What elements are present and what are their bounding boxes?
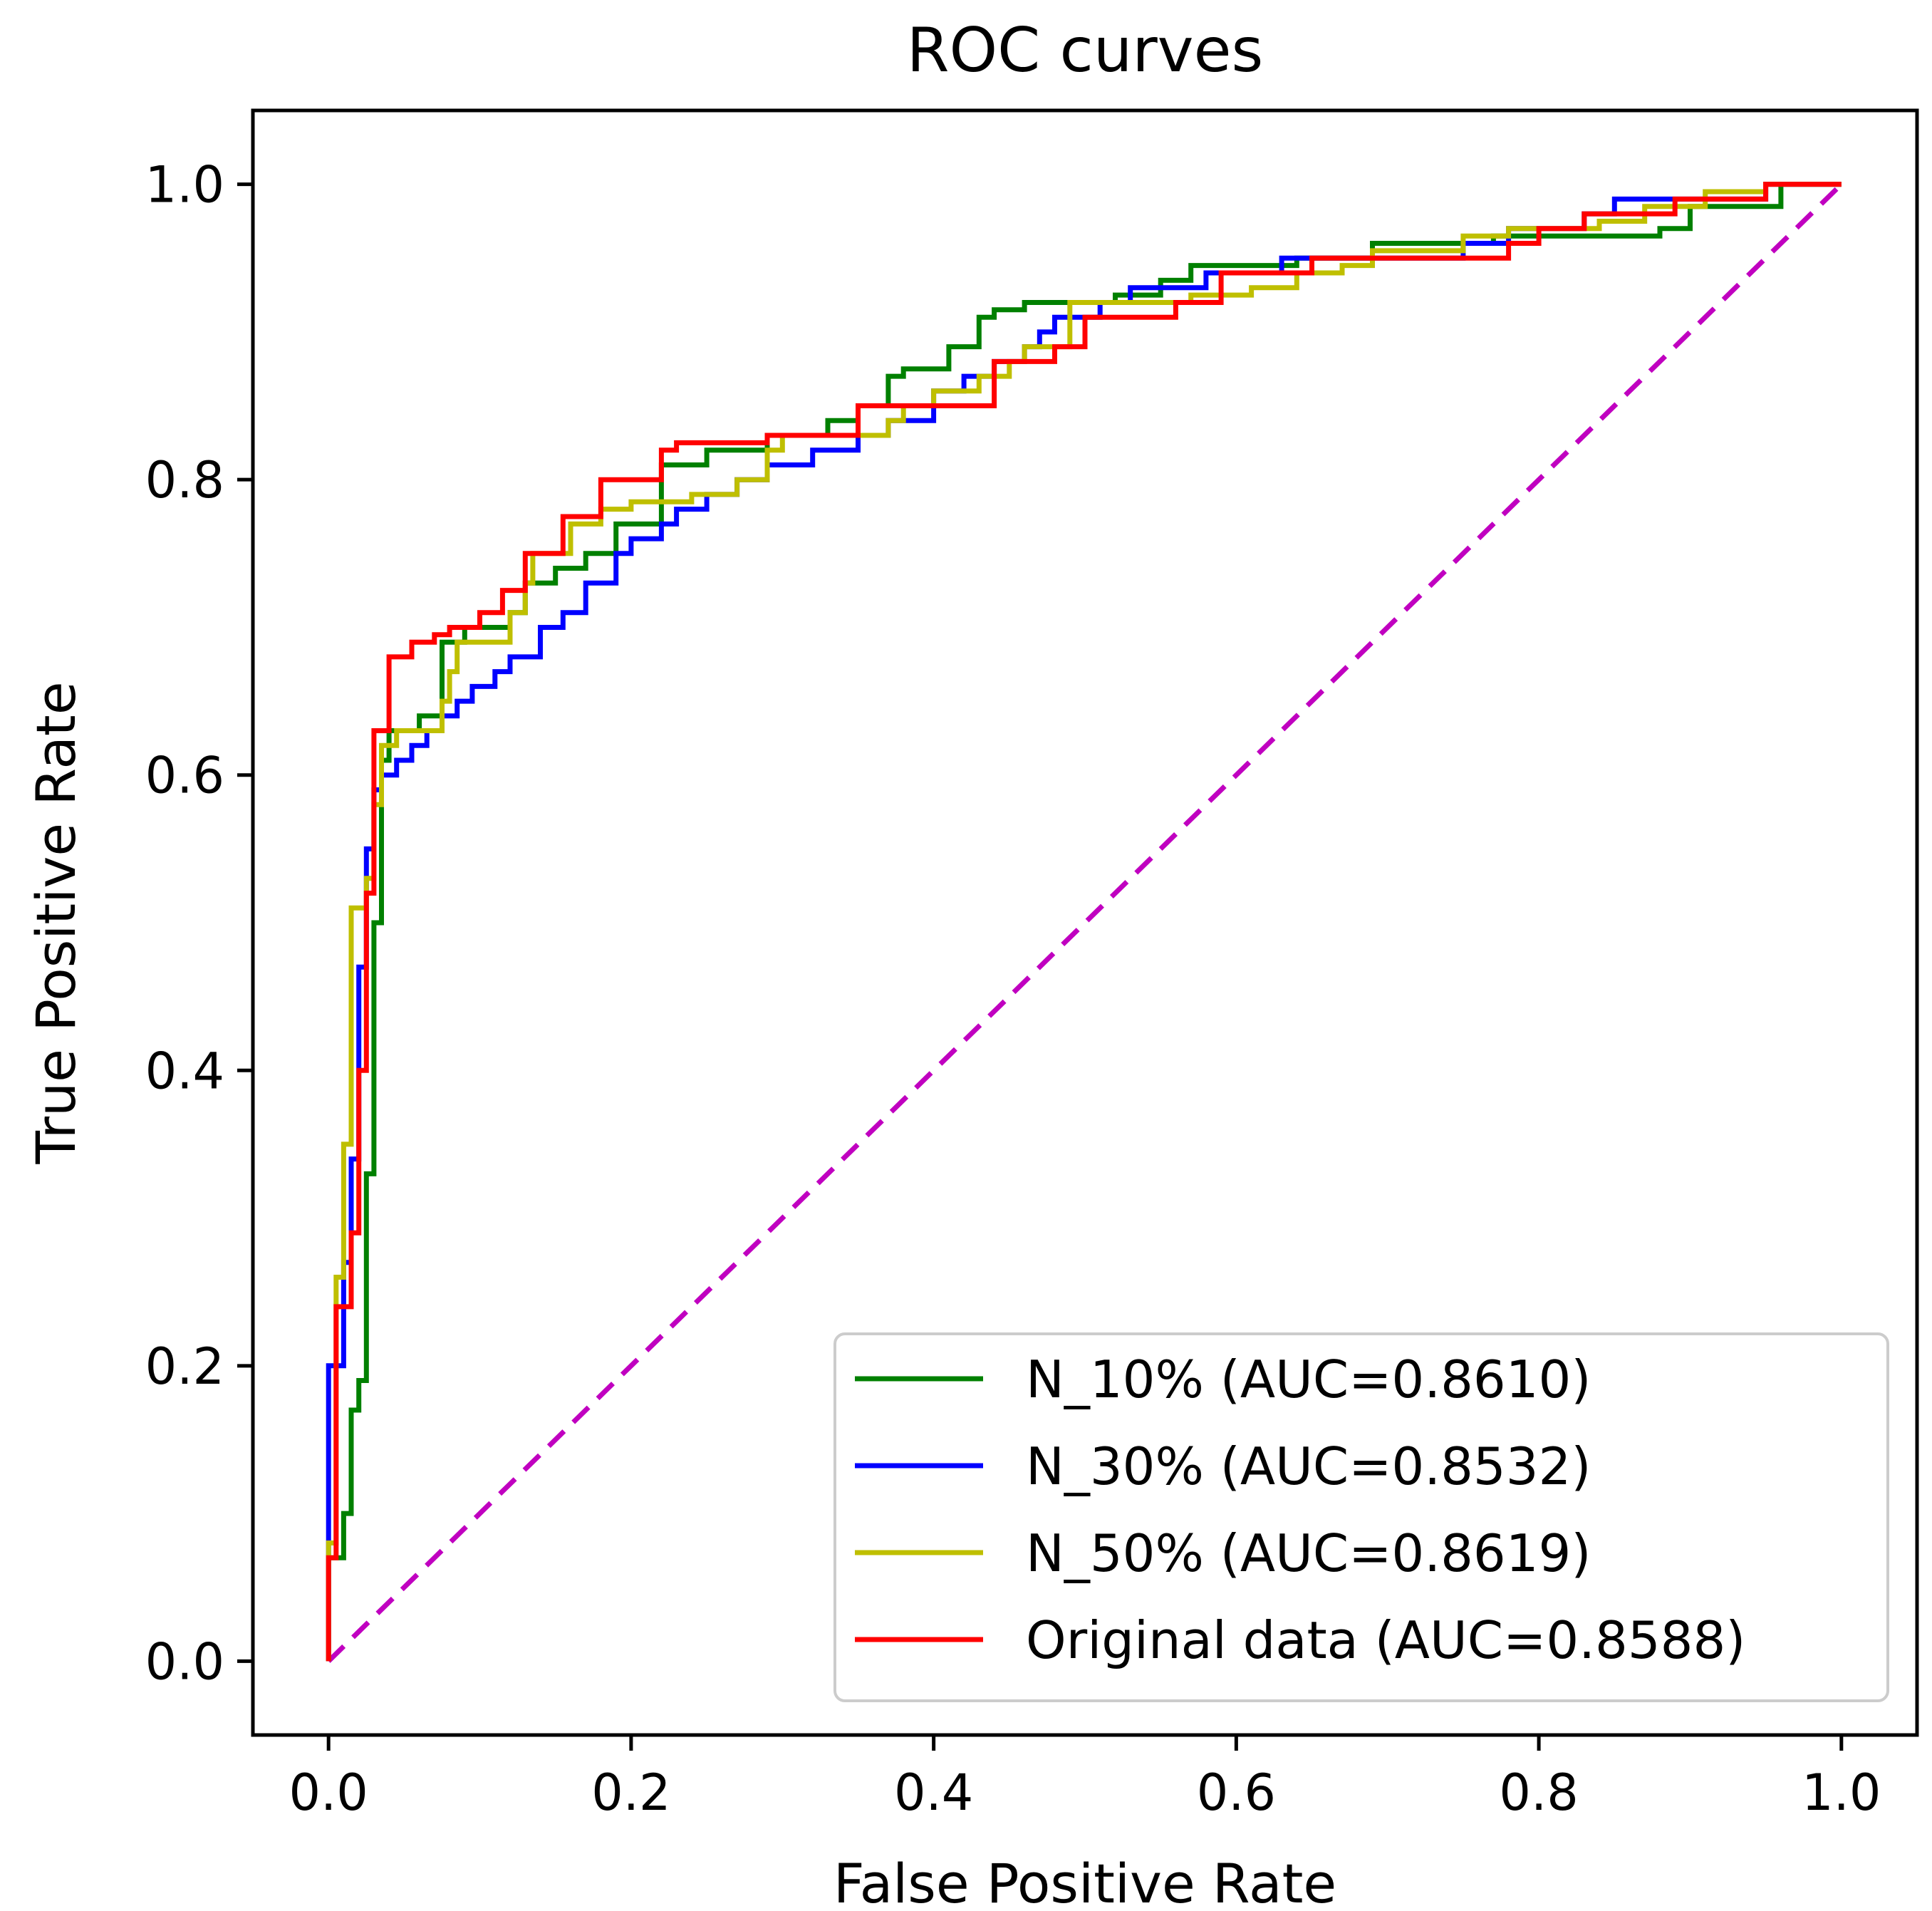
- y-axis: 0.0 0.2 0.4 0.6 0.8 1.0: [145, 156, 253, 1691]
- axes-frame: [251, 108, 1919, 1737]
- legend-box: [833, 1332, 1889, 1702]
- series-line-2: [326, 182, 1842, 1662]
- legend-label: Original data (AUC=0.8588): [1026, 1610, 1745, 1670]
- series-line-3: [326, 182, 1842, 1662]
- legend-label: N_10% (AUC=0.8610): [1026, 1350, 1591, 1409]
- x-tick-label: 0.0: [289, 1764, 368, 1822]
- y-tick-label: 0.0: [145, 1632, 224, 1691]
- y-axis-label: True Positive Rate: [24, 682, 88, 1165]
- x-tick-label: 0.8: [1499, 1764, 1578, 1822]
- x-axis-label: False Positive Rate: [833, 1852, 1336, 1911]
- x-tick-label: 0.4: [894, 1764, 973, 1822]
- legend: N_10% (AUC=0.8610) N_30% (AUC=0.8532) N_50…: [833, 1332, 1889, 1702]
- chart-title: ROC curves: [907, 15, 1264, 86]
- y-tick-label: 0.6: [145, 747, 224, 805]
- x-tick-label: 0.2: [591, 1764, 670, 1822]
- x-tick-label: 1.0: [1802, 1764, 1881, 1822]
- y-tick-label: 0.8: [145, 451, 224, 509]
- legend-label: N_30% (AUC=0.8532): [1026, 1436, 1591, 1496]
- y-tick-label: 0.2: [145, 1337, 224, 1396]
- x-tick-label: 0.6: [1197, 1764, 1276, 1822]
- legend-label: N_50% (AUC=0.8619): [1026, 1523, 1591, 1583]
- chance-diagonal-line: [326, 182, 1844, 1663]
- x-axis: 0.0 0.2 0.4 0.6 0.8 1.0: [289, 1735, 1881, 1822]
- y-tick-label: 1.0: [145, 156, 224, 214]
- series-layer: [326, 182, 1844, 1663]
- y-tick-label: 0.4: [145, 1042, 224, 1100]
- series-line-4: [326, 182, 1842, 1662]
